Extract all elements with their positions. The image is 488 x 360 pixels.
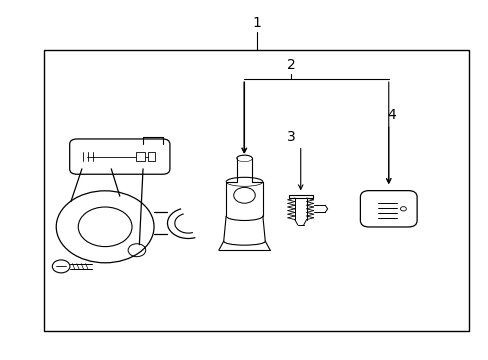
Text: 4: 4 xyxy=(386,108,395,122)
Bar xyxy=(147,152,155,161)
FancyBboxPatch shape xyxy=(360,191,416,227)
Bar xyxy=(44,50,468,331)
FancyBboxPatch shape xyxy=(70,139,170,174)
Text: 3: 3 xyxy=(286,130,295,144)
Text: 1: 1 xyxy=(252,17,261,30)
Text: 2: 2 xyxy=(286,58,295,72)
Bar xyxy=(136,152,145,161)
